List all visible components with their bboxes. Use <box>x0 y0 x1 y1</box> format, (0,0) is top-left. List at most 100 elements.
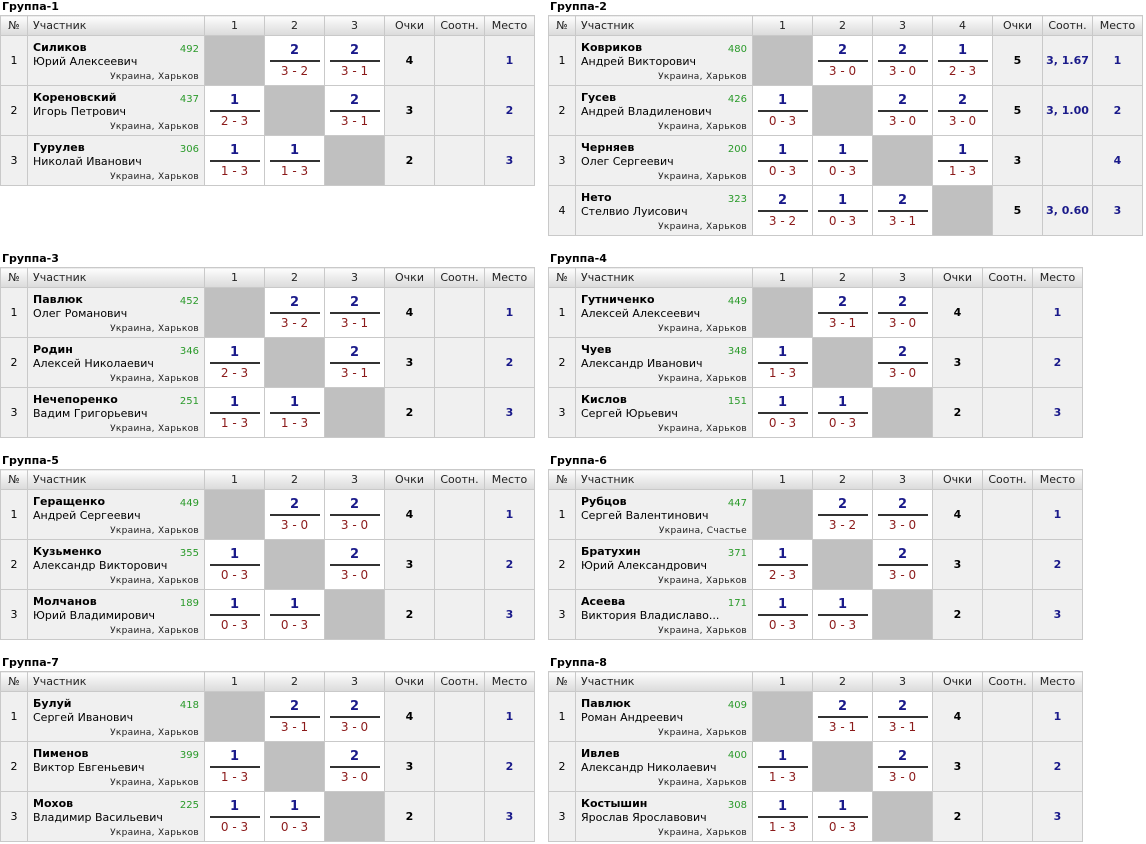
match-result-cell[interactable]: 1 0 - 3 <box>812 589 873 640</box>
match-result-cell[interactable]: 2 3 - 2 <box>264 35 325 86</box>
match-result-cell[interactable]: 1 0 - 3 <box>752 387 813 438</box>
match-result-cell[interactable]: 1 0 - 3 <box>812 135 873 186</box>
match-result-cell[interactable]: 1 0 - 3 <box>752 135 813 186</box>
match-result-cell[interactable]: 1 0 - 3 <box>812 387 873 438</box>
player-cell[interactable]: Нето Стелвио Луисович 323 Украина, Харьков <box>575 185 753 236</box>
player-cell[interactable]: Гутниченко Алексей Алексеевич 449 Украина, … <box>575 287 753 338</box>
player-cell[interactable]: Чуев Александр Иванович 348 Украина, Харько… <box>575 337 753 388</box>
player-cell[interactable]: Пименов Виктор Евгеньевич 399 Украина, Харь… <box>27 741 205 792</box>
player-surname: Костышин <box>581 797 648 810</box>
match-score: 3 - 1 <box>340 366 369 380</box>
match-result-cell[interactable]: 2 3 - 1 <box>324 287 385 338</box>
match-result-cell[interactable]: 2 3 - 0 <box>872 287 933 338</box>
match-result-cell[interactable]: 2 3 - 0 <box>872 85 933 136</box>
player-cell[interactable]: Рубцов Сергей Валентинович 447 Украина, Сча… <box>575 489 753 540</box>
player-cell[interactable]: Павлюк Роман Андреевич 409 Украина, Харьков <box>575 691 753 742</box>
player-city: Украина, Харьков <box>658 424 747 434</box>
match-result-cell[interactable]: 1 0 - 3 <box>204 791 265 842</box>
row-number: 1 <box>0 287 28 338</box>
match-result-cell[interactable]: 1 0 - 3 <box>264 791 325 842</box>
col-header-ratio: Соотн. <box>982 469 1033 490</box>
match-result-cell[interactable]: 1 0 - 3 <box>204 589 265 640</box>
player-cell[interactable]: Нечепоренко Вадим Григорьевич 251 Украина, … <box>27 387 205 438</box>
match-result-cell[interactable]: 1 0 - 3 <box>752 85 813 136</box>
col-header-place: Место <box>1032 267 1083 288</box>
diagonal-cell <box>264 539 325 590</box>
match-result-cell[interactable]: 1 1 - 3 <box>932 135 993 186</box>
match-result-cell[interactable]: 1 0 - 3 <box>752 589 813 640</box>
match-result-cell[interactable]: 2 3 - 1 <box>324 35 385 86</box>
player-cell[interactable]: Гурулев Николай Иванович 306 Украина, Харьк… <box>27 135 205 186</box>
match-result-cell[interactable]: 1 1 - 3 <box>264 387 325 438</box>
player-cell[interactable]: Черняев Олег Сергеевич 200 Украина, Харьков <box>575 135 753 186</box>
match-result-cell[interactable]: 2 3 - 0 <box>324 489 385 540</box>
match-result-cell[interactable]: 1 0 - 3 <box>264 589 325 640</box>
match-result-cell[interactable]: 2 3 - 0 <box>872 539 933 590</box>
match-result-cell[interactable]: 2 3 - 0 <box>324 741 385 792</box>
ratio-value <box>434 589 485 640</box>
player-cell[interactable]: Молчанов Юрий Владимирович 189 Украина, Хар… <box>27 589 205 640</box>
player-cell[interactable]: Павлюк Олег Романович 452 Украина, Харьков <box>27 287 205 338</box>
match-result-cell[interactable]: 2 3 - 1 <box>872 185 933 236</box>
player-cell[interactable]: Костышин Ярослав Ярославович 308 Украина, Х… <box>575 791 753 842</box>
match-result-cell[interactable]: 2 3 - 1 <box>812 287 873 338</box>
match-result-cell[interactable]: 1 2 - 3 <box>932 35 993 86</box>
player-rating: 449 <box>727 296 747 307</box>
match-result-cell[interactable]: 2 3 - 0 <box>872 489 933 540</box>
player-cell[interactable]: Кореновский Игорь Петрович 437 Украина, Хар… <box>27 85 205 136</box>
player-cell[interactable]: Мохов Владимир Васильевич 225 Украина, Харь… <box>27 791 205 842</box>
match-result-cell[interactable]: 1 1 - 3 <box>752 791 813 842</box>
player-cell[interactable]: Булуй Сергей Иванович 418 Украина, Харьков <box>27 691 205 742</box>
match-result-cell[interactable]: 2 3 - 1 <box>324 85 385 136</box>
match-result-cell[interactable]: 2 3 - 0 <box>872 337 933 388</box>
match-result-cell[interactable]: 1 2 - 3 <box>752 539 813 590</box>
match-result-cell[interactable]: 1 0 - 3 <box>812 791 873 842</box>
player-cell[interactable]: Родин Алексей Николаевич 346 Украина, Харьк… <box>27 337 205 388</box>
player-cell[interactable]: Силиков Юрий Алексеевич 492 Украина, Харько… <box>27 35 205 86</box>
match-result-cell[interactable]: 2 3 - 0 <box>932 85 993 136</box>
match-result-cell[interactable]: 1 1 - 3 <box>204 741 265 792</box>
col-header-player: Участник <box>27 15 205 36</box>
col-header-points: Очки <box>932 469 983 490</box>
match-result-cell[interactable]: 1 2 - 3 <box>204 337 265 388</box>
match-result-cell[interactable]: 2 3 - 0 <box>812 35 873 86</box>
ratio-value <box>434 691 485 742</box>
match-result-cell[interactable]: 2 3 - 1 <box>872 691 933 742</box>
player-row: 3 Кислов Сергей Юрьевич 151 Украина, Харьков… <box>548 387 1083 438</box>
match-result-cell[interactable]: 1 1 - 3 <box>204 135 265 186</box>
match-result-cell[interactable]: 1 1 - 3 <box>752 741 813 792</box>
match-result-cell[interactable]: 2 3 - 0 <box>872 741 933 792</box>
match-result-cell[interactable]: 1 1 - 3 <box>264 135 325 186</box>
match-result-cell[interactable]: 2 3 - 0 <box>264 489 325 540</box>
match-result-cell[interactable]: 1 1 - 3 <box>204 387 265 438</box>
player-cell[interactable]: Геращенко Андрей Сергеевич 449 Украина, Хар… <box>27 489 205 540</box>
match-result-cell[interactable]: 1 1 - 3 <box>752 337 813 388</box>
match-result-cell[interactable]: 2 3 - 0 <box>324 691 385 742</box>
match-result-cell[interactable]: 1 0 - 3 <box>204 539 265 590</box>
player-cell[interactable]: Асеева Виктория Владиславо... 171 Украина, … <box>575 589 753 640</box>
match-result-cell[interactable]: 2 3 - 2 <box>264 287 325 338</box>
col-header-place: Место <box>1032 671 1083 692</box>
match-result-cell[interactable]: 2 3 - 1 <box>264 691 325 742</box>
player-city: Украина, Харьков <box>658 172 747 182</box>
player-cell[interactable]: Братухин Юрий Александрович 371 Украина, Ха… <box>575 539 753 590</box>
player-cell[interactable]: Ивлев Александр Николаевич 400 Украина, Хар… <box>575 741 753 792</box>
ratio-value <box>434 791 485 842</box>
match-points: 2 <box>837 295 848 310</box>
final-place: 3 <box>1032 589 1083 640</box>
match-result-cell[interactable]: 2 3 - 2 <box>812 489 873 540</box>
match-result-cell[interactable]: 2 3 - 2 <box>752 185 813 236</box>
match-result-cell[interactable]: 2 3 - 0 <box>872 35 933 86</box>
player-cell[interactable]: Кузьменко Александр Викторович 355 Украина,… <box>27 539 205 590</box>
player-cell[interactable]: Кислов Сергей Юрьевич 151 Украина, Харьков <box>575 387 753 438</box>
player-rating: 418 <box>179 700 199 711</box>
player-cell[interactable]: Ковриков Андрей Викторович 480 Украина, Хар… <box>575 35 753 86</box>
match-result-cell[interactable]: 1 0 - 3 <box>812 185 873 236</box>
player-surname: Черняев <box>581 141 635 154</box>
match-result-cell[interactable]: 1 2 - 3 <box>204 85 265 136</box>
match-result-cell[interactable]: 2 3 - 0 <box>324 539 385 590</box>
match-result-cell[interactable]: 2 3 - 1 <box>812 691 873 742</box>
match-result-cell[interactable]: 2 3 - 1 <box>324 337 385 388</box>
player-cell[interactable]: Гусев Андрей Владиленович 426 Украина, Харь… <box>575 85 753 136</box>
row-number: 2 <box>548 85 576 136</box>
